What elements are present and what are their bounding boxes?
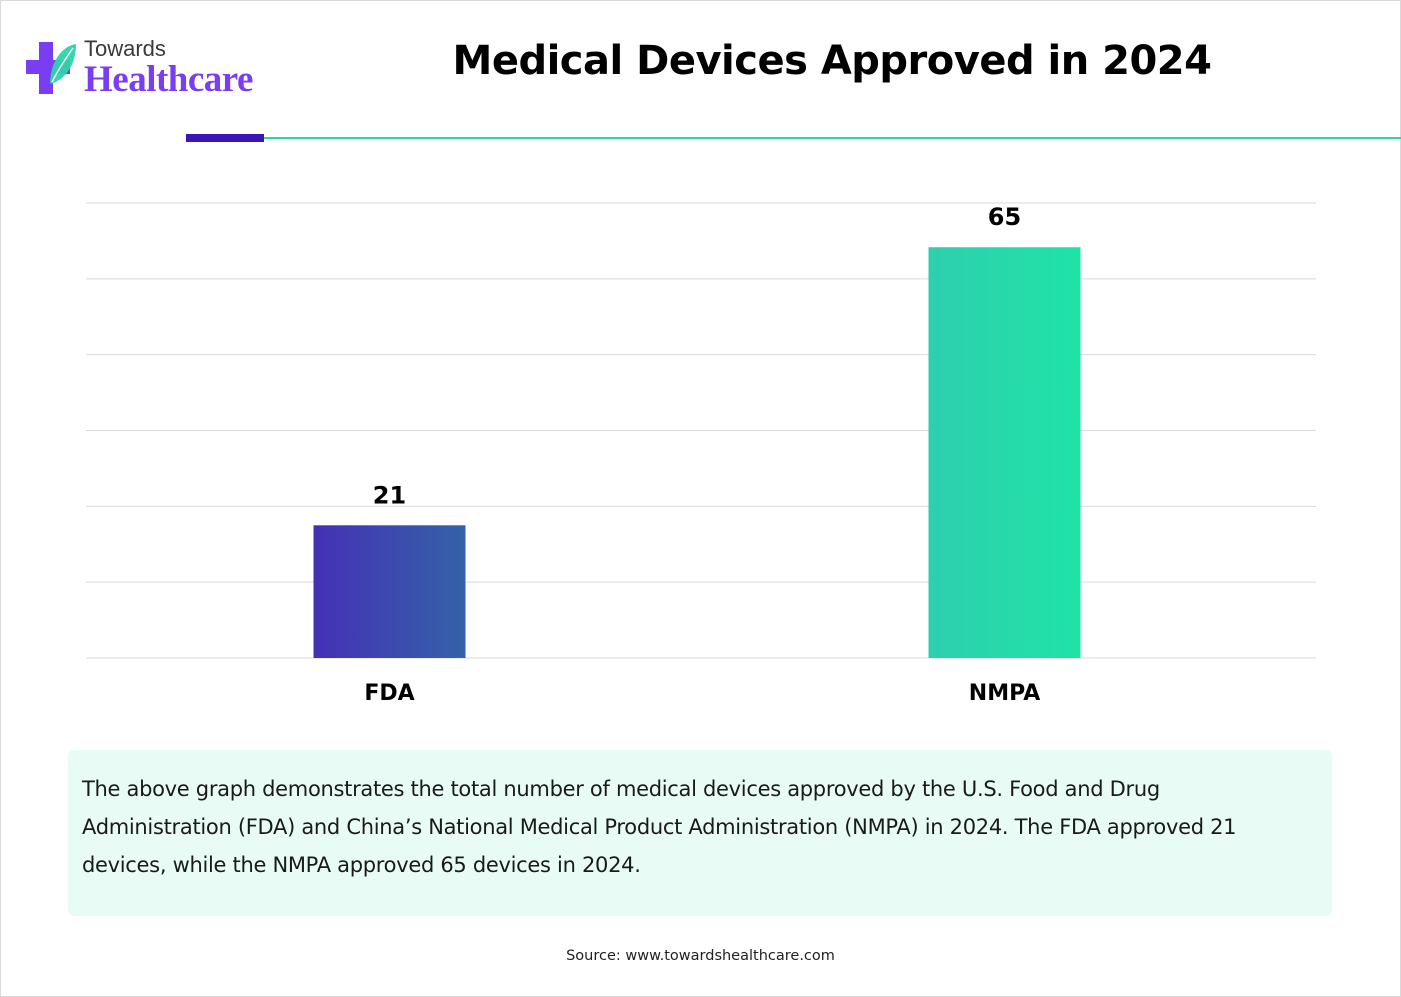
- data-label-nmpa: 65: [988, 203, 1021, 231]
- gridlines: [86, 202, 1316, 659]
- title-rule-accent: [186, 134, 264, 142]
- x-tick-label-nmpa: NMPA: [969, 681, 1040, 706]
- brand-logo: Towards Healthcare: [26, 36, 286, 106]
- chart-title: Medical Devices Approved in 2024: [452, 38, 1212, 84]
- bar-fda: [313, 525, 466, 658]
- logo-line-2: Healthcare: [84, 59, 253, 100]
- logo-line-1: Towards: [84, 36, 166, 61]
- description-text: The above graph demonstrates the total n…: [82, 777, 1237, 877]
- data-label-fda: 21: [373, 481, 406, 509]
- labels: 21 FDA 65 NMPA: [364, 203, 1040, 706]
- medical-cross-leaf-icon: [26, 42, 76, 94]
- bars: [313, 247, 1081, 658]
- bar-nmpa: [928, 247, 1081, 658]
- source-note: Source: www.towardshealthcare.com: [566, 948, 835, 964]
- bar-chart: 21 FDA 65 NMPA: [86, 202, 1316, 706]
- title-rule-line: [264, 137, 1401, 139]
- description-box: The above graph demonstrates the total n…: [68, 750, 1332, 916]
- x-tick-label-fda: FDA: [364, 681, 414, 706]
